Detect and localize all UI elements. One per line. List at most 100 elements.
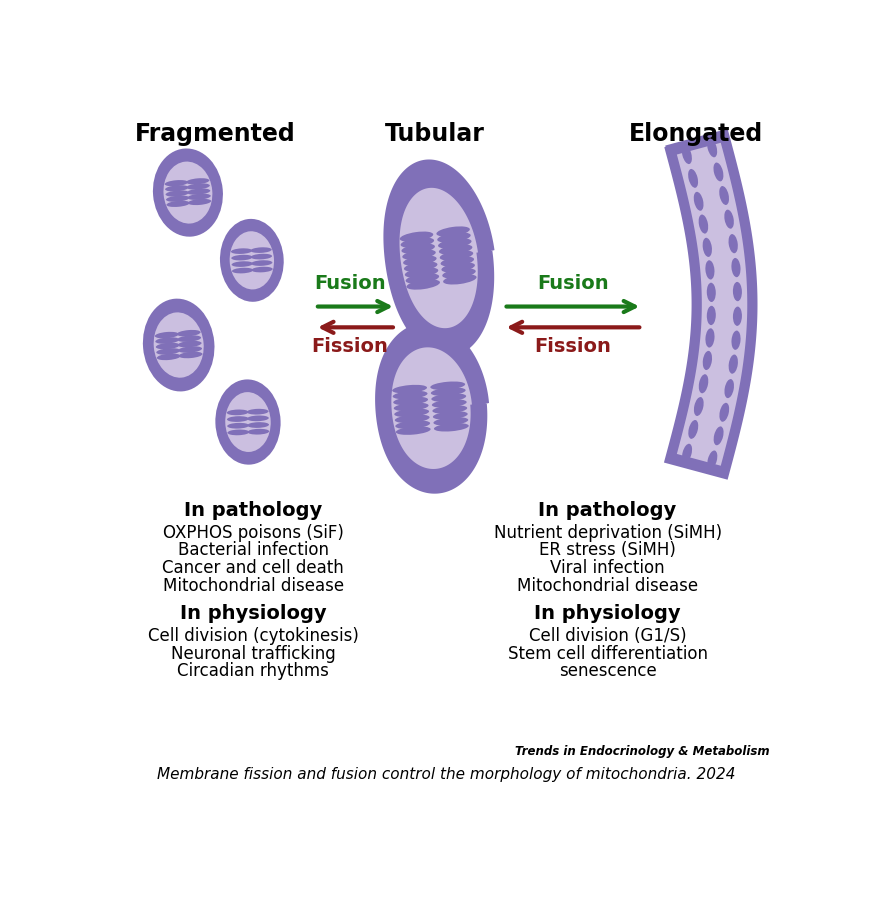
Ellipse shape xyxy=(430,387,465,396)
Text: Cell division (G1/S): Cell division (G1/S) xyxy=(528,627,686,645)
Ellipse shape xyxy=(400,232,433,242)
Ellipse shape xyxy=(395,414,429,423)
Ellipse shape xyxy=(165,185,189,191)
Ellipse shape xyxy=(728,354,737,374)
Ellipse shape xyxy=(247,409,269,414)
Ellipse shape xyxy=(438,245,472,254)
Text: Fission: Fission xyxy=(534,337,611,356)
Ellipse shape xyxy=(433,417,468,425)
Ellipse shape xyxy=(156,353,181,360)
Text: In physiology: In physiology xyxy=(180,604,327,623)
Text: Fission: Fission xyxy=(311,337,388,356)
Text: Neuronal trafficking: Neuronal trafficking xyxy=(171,645,335,663)
Ellipse shape xyxy=(230,248,252,254)
Text: Cell division (cytokinesis): Cell division (cytokinesis) xyxy=(148,627,358,645)
Text: Tubular: Tubular xyxy=(384,121,484,146)
Text: Nutrient deprivation (SiMH): Nutrient deprivation (SiMH) xyxy=(493,524,720,542)
Ellipse shape xyxy=(702,351,711,370)
Ellipse shape xyxy=(681,444,691,463)
Ellipse shape xyxy=(706,282,715,302)
Text: Bacterial infection: Bacterial infection xyxy=(177,541,328,559)
Text: ER stress (SiMH): ER stress (SiMH) xyxy=(539,541,675,559)
Ellipse shape xyxy=(732,307,741,325)
PathPatch shape xyxy=(375,324,488,493)
Ellipse shape xyxy=(188,199,211,205)
Ellipse shape xyxy=(437,232,470,243)
Ellipse shape xyxy=(706,138,716,157)
PathPatch shape xyxy=(399,188,477,328)
Ellipse shape xyxy=(154,312,203,378)
Ellipse shape xyxy=(178,352,202,358)
Ellipse shape xyxy=(247,415,269,422)
Ellipse shape xyxy=(436,227,469,236)
Ellipse shape xyxy=(247,423,269,428)
Ellipse shape xyxy=(227,423,249,429)
Text: Circadian rhythms: Circadian rhythms xyxy=(177,663,329,681)
Ellipse shape xyxy=(713,426,723,445)
PathPatch shape xyxy=(391,347,471,469)
Ellipse shape xyxy=(731,331,740,350)
Text: Fusion: Fusion xyxy=(536,273,608,293)
Text: Membrane fission and fusion control the morphology of mitochondria. 2024: Membrane fission and fusion control the … xyxy=(156,767,734,782)
Ellipse shape xyxy=(392,385,427,393)
Ellipse shape xyxy=(404,267,438,278)
Ellipse shape xyxy=(687,169,697,188)
Ellipse shape xyxy=(395,426,430,435)
Text: Stem cell differentiation: Stem cell differentiation xyxy=(507,645,706,663)
Ellipse shape xyxy=(438,238,471,249)
Ellipse shape xyxy=(430,381,465,390)
Ellipse shape xyxy=(693,397,703,416)
Ellipse shape xyxy=(156,337,179,343)
Text: senescence: senescence xyxy=(558,663,656,681)
Ellipse shape xyxy=(441,263,474,272)
Text: Elongated: Elongated xyxy=(628,121,762,146)
Ellipse shape xyxy=(164,180,188,186)
Ellipse shape xyxy=(724,209,733,228)
Ellipse shape xyxy=(229,231,274,289)
Text: OXPHOS poisons (SiF): OXPHOS poisons (SiF) xyxy=(163,524,343,542)
Text: Mitochondrial disease: Mitochondrial disease xyxy=(516,577,697,595)
Text: In physiology: In physiology xyxy=(534,604,680,623)
Ellipse shape xyxy=(227,410,249,415)
Ellipse shape xyxy=(394,403,428,411)
Ellipse shape xyxy=(156,348,180,355)
PathPatch shape xyxy=(384,161,493,355)
Ellipse shape xyxy=(681,146,691,165)
Text: Fusion: Fusion xyxy=(314,273,385,293)
Ellipse shape xyxy=(178,346,202,352)
Text: Mitochondrial disease: Mitochondrial disease xyxy=(163,577,343,595)
Ellipse shape xyxy=(231,254,252,261)
Ellipse shape xyxy=(719,186,728,205)
Ellipse shape xyxy=(231,262,253,267)
Ellipse shape xyxy=(706,450,717,469)
Ellipse shape xyxy=(186,183,209,190)
Ellipse shape xyxy=(393,396,428,405)
Ellipse shape xyxy=(401,244,434,254)
Ellipse shape xyxy=(163,162,212,224)
Ellipse shape xyxy=(431,399,466,408)
Ellipse shape xyxy=(434,423,468,432)
Ellipse shape xyxy=(402,255,436,266)
Text: Viral infection: Viral infection xyxy=(549,559,664,577)
Ellipse shape xyxy=(186,178,209,184)
Ellipse shape xyxy=(713,163,722,182)
Ellipse shape xyxy=(401,250,435,260)
Text: Trends in Endocrinology & Metabolism: Trends in Endocrinology & Metabolism xyxy=(514,745,768,759)
Ellipse shape xyxy=(687,420,698,439)
Ellipse shape xyxy=(698,374,707,393)
Ellipse shape xyxy=(706,306,715,325)
Ellipse shape xyxy=(176,330,201,336)
Ellipse shape xyxy=(143,299,213,390)
Ellipse shape xyxy=(432,405,467,414)
Ellipse shape xyxy=(395,421,429,429)
Ellipse shape xyxy=(406,280,440,289)
Ellipse shape xyxy=(225,392,270,452)
Ellipse shape xyxy=(705,261,713,280)
Ellipse shape xyxy=(232,268,253,273)
Ellipse shape xyxy=(441,268,475,279)
Ellipse shape xyxy=(165,191,189,197)
Ellipse shape xyxy=(439,250,473,261)
Ellipse shape xyxy=(154,149,222,236)
Ellipse shape xyxy=(177,341,202,347)
Ellipse shape xyxy=(247,429,269,434)
